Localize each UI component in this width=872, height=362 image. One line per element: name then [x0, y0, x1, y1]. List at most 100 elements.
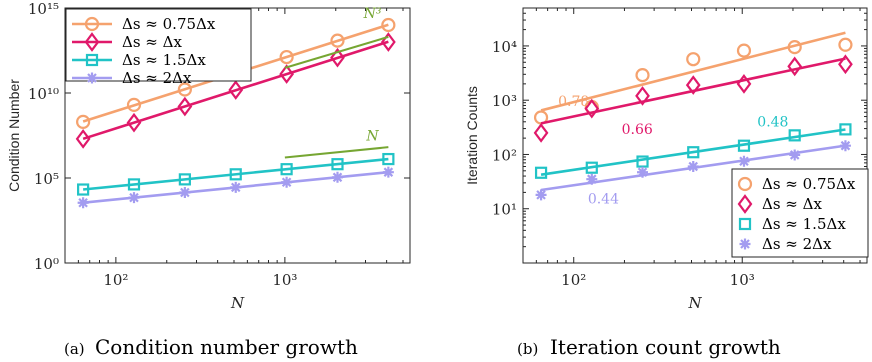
data-point-circle — [736, 43, 752, 58]
x-tick-label: 10² — [103, 271, 128, 289]
y-axis-label: Iteration Counts — [464, 86, 480, 185]
data-point-asterisk — [738, 155, 750, 167]
legend-marker-square — [738, 217, 752, 231]
series-fit-line — [82, 157, 389, 191]
data-point-square — [534, 166, 548, 179]
data-point-asterisk — [687, 161, 699, 173]
data-point-diamond — [685, 75, 701, 95]
legend-entry: Δs ≈ 1.5Δx — [122, 51, 206, 69]
data-point-circle — [279, 49, 294, 65]
annotation-label: 0.48 — [757, 114, 788, 130]
legend-entry: Δs ≈ Δx — [762, 195, 822, 213]
y-axis-label: Condition Number — [6, 79, 22, 192]
y-tick-label: 10⁴ — [492, 38, 517, 56]
data-point-square — [178, 173, 191, 186]
reference-slope-line — [284, 146, 389, 159]
series-fit-line — [540, 31, 846, 112]
data-point-asterisk — [839, 140, 851, 152]
legend-entry: Δs ≈ 2Δx — [762, 235, 832, 253]
legend-entry: Δs ≈ Δx — [122, 33, 182, 51]
legend-marker-circle — [737, 176, 753, 192]
series-fit-line — [540, 57, 846, 125]
panel-b-iteration-counts: 10² 10³ 10¹ 10² 10³ 10⁴ N Iteration Counts 0.78 0… — [464, 7, 869, 312]
data-point-asterisk — [128, 192, 140, 204]
legend-marker-diamond — [84, 32, 100, 52]
data-point-circle — [686, 52, 701, 67]
data-point-square — [585, 161, 598, 174]
data-point-circle — [635, 68, 650, 83]
x-axis-label: N — [687, 294, 702, 312]
data-point-square — [636, 155, 649, 168]
y-tick-label: 10¹ — [492, 201, 517, 219]
data-point-diamond — [584, 98, 600, 119]
data-point-square — [280, 163, 293, 176]
data-point-asterisk — [331, 171, 343, 183]
data-point-asterisk — [77, 197, 89, 209]
data-point-circle — [177, 82, 192, 97]
data-point-diamond — [787, 56, 803, 77]
x-tick-label: 10² — [561, 271, 586, 289]
data-point-asterisk — [535, 189, 547, 201]
legend-box — [731, 168, 869, 258]
caption-a-text: Condition number growth — [95, 335, 358, 359]
caption-a-label: (a) — [64, 340, 85, 358]
data-point-square — [382, 152, 395, 166]
data-point-circle — [787, 40, 802, 55]
legend-marker-asterisk — [739, 238, 751, 250]
data-point-square — [127, 178, 141, 191]
x-tick-label: 10³ — [272, 271, 297, 289]
legend-entry: Δs ≈ 0.75Δx — [762, 175, 856, 193]
data-point-asterisk — [281, 176, 293, 188]
data-point-asterisk — [382, 166, 394, 178]
y-tick-label: 10¹⁰ — [28, 85, 59, 103]
data-point-diamond — [635, 86, 650, 106]
annotation-label: 0.78 — [558, 94, 589, 110]
data-point-circle — [381, 17, 396, 33]
y-tick-label: 10⁵ — [34, 170, 59, 188]
data-point-square — [77, 183, 90, 196]
data-point-circle — [126, 97, 142, 112]
panel-a-condition-number: 10² 10³ 10⁰ 10⁵ 10¹⁰ 10¹⁵ N Condition Number N³ N… — [6, 0, 411, 312]
data-point-circle — [76, 114, 91, 129]
data-point-asterisk — [230, 181, 242, 193]
legend-marker-square — [85, 53, 99, 67]
data-point-diamond — [533, 123, 549, 143]
data-point-diamond — [75, 129, 91, 149]
legend-entry: Δs ≈ 1.5Δx — [762, 215, 846, 233]
x-axis-label: N — [230, 294, 245, 312]
y-tick-label: 10² — [492, 146, 517, 164]
legend-entry: Δs ≈ 2Δx — [122, 69, 192, 87]
data-point-diamond — [126, 112, 142, 133]
data-point-diamond — [838, 54, 853, 75]
data-point-diamond — [177, 96, 193, 117]
data-point-diamond — [330, 47, 345, 68]
data-point-square — [229, 168, 242, 181]
x-tick-label: 10³ — [730, 271, 755, 289]
data-point-circle — [330, 33, 345, 48]
reference-slope-line — [284, 35, 389, 69]
legend-marker-circle — [84, 16, 100, 32]
annotation-label: 0.44 — [588, 191, 619, 207]
y-tick-label: 10³ — [492, 92, 517, 110]
data-point-square — [331, 158, 344, 171]
caption-b-label: (b) — [517, 340, 538, 358]
data-point-diamond — [279, 64, 294, 84]
y-tick-label: 10⁰ — [34, 255, 59, 273]
y-tick-label: 10¹⁵ — [28, 0, 59, 18]
data-point-diamond — [228, 80, 244, 100]
data-point-asterisk — [789, 149, 801, 161]
data-point-diamond — [380, 32, 396, 52]
data-point-asterisk — [637, 166, 649, 178]
series-fit-line — [82, 40, 389, 141]
legend-marker-diamond — [737, 194, 753, 214]
data-point-asterisk — [586, 173, 598, 185]
legend-entry: Δs ≈ 0.75Δx — [122, 15, 216, 33]
series-fit-line — [540, 128, 846, 176]
data-point-square — [839, 123, 852, 136]
data-point-square — [687, 146, 700, 159]
annotation-label: N — [365, 129, 379, 145]
annotation-label: 0.66 — [622, 122, 653, 138]
data-point-square — [788, 129, 801, 142]
data-point-square — [737, 139, 751, 152]
